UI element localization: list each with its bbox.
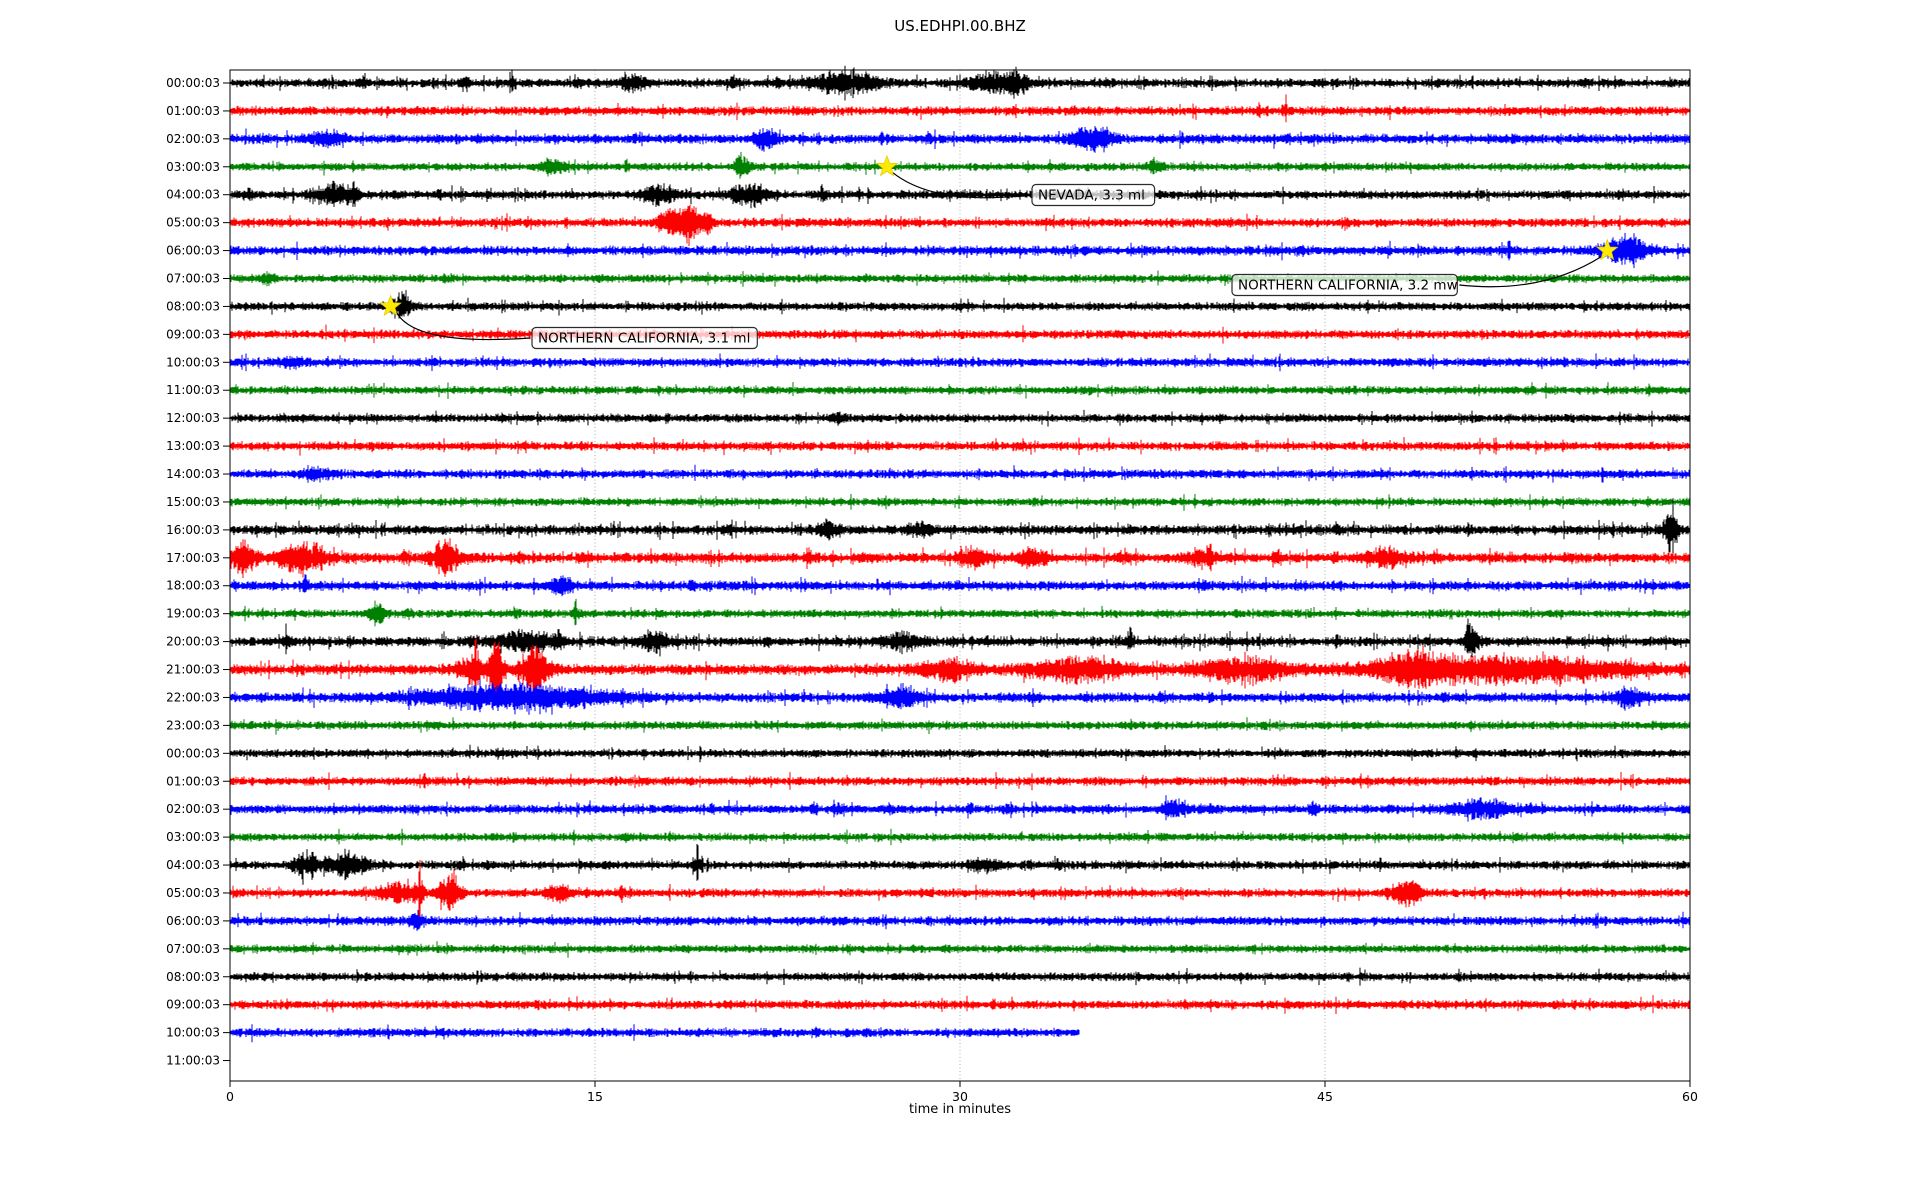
row-time-label: 11:00:03 [166,1054,220,1068]
row-time-label: 18:00:03 [166,579,220,593]
x-tick-label: 15 [587,1089,603,1104]
row-time-label: 09:00:03 [166,998,220,1012]
row-time-label: 10:00:03 [166,355,220,369]
row-time-label: 07:00:03 [166,272,220,286]
event-star-icon [1595,238,1619,261]
row-time-label: 05:00:03 [166,216,220,230]
annotation-callout-line [396,312,531,341]
x-tick-label: 60 [1682,1089,1698,1104]
seismic-trace [229,437,1691,456]
trace-rows [229,65,1691,1043]
row-time-label: 20:00:03 [166,635,220,649]
row-time-label: 22:00:03 [166,690,220,704]
row-time-label: 12:00:03 [166,411,220,425]
row-time-label: 00:00:03 [166,76,220,90]
row-time-label: 00:00:03 [166,746,220,760]
seismic-trace [229,1024,1080,1043]
annotation-label: NEVADA, 3.3 ml [1038,188,1145,204]
row-time-label: 03:00:03 [166,160,220,174]
event-annotations: NEVADA, 3.3 ml NORTHERN CALIFORNIA, 3.2 m… [379,154,1619,350]
axes: 0 15 30 45 60 00:00:03 01:00:03 02:00:03 03:00:0… [166,69,1698,1104]
annotation-box [1231,273,1458,297]
row-time-label: 03:00:03 [166,830,220,844]
row-time-label: 07:00:03 [166,942,220,956]
seismic-trace [229,941,1691,958]
row-time-label: 04:00:03 [166,858,220,872]
seismic-trace [229,180,1691,209]
seismic-trace [229,353,1691,372]
row-time-label: 01:00:03 [166,104,220,118]
row-time-label: 08:00:03 [166,970,220,984]
row-time-label: 04:00:03 [166,188,220,202]
row-time-label: 14:00:03 [166,467,220,481]
row-time-label: 09:00:03 [166,327,220,341]
row-time-label: 11:00:03 [166,383,220,397]
seismic-trace [229,538,1691,578]
row-time-label: 01:00:03 [166,774,220,788]
row-time-label: 21:00:03 [166,663,220,677]
annotation-box [1031,183,1156,207]
row-time-label: 02:00:03 [166,802,220,816]
seismic-trace [229,795,1691,822]
x-tick-label: 30 [952,1089,968,1104]
annotation-label: NORTHERN CALIFORNIA, 3.1 ml [538,331,750,347]
annotation-callout-line [1459,256,1602,288]
row-time-label: 06:00:03 [166,914,220,928]
x-axis-label: time in minutes [909,1102,1011,1117]
annotation-box [531,326,758,350]
seismic-trace [229,324,1691,344]
row-time-label: 19:00:03 [166,607,220,621]
row-time-label: 08:00:03 [166,299,220,313]
row-time-label: 15:00:03 [166,495,220,509]
seismic-trace [229,679,1691,715]
seismic-trace [229,151,1691,179]
row-time-label: 05:00:03 [166,886,220,900]
row-time-label: 06:00:03 [166,244,220,258]
plot-title: US.EDHPI.00.BHZ [894,17,1026,35]
event-star-icon [379,294,402,316]
annotation-callout-line [892,172,1031,199]
annotation-label: NORTHERN CALIFORNIA, 3.2 mw [1238,278,1458,294]
gridlines [594,70,1326,1081]
row-time-label: 23:00:03 [166,718,220,732]
event-star-icon [875,154,899,177]
row-time-label: 16:00:03 [166,523,220,537]
x-tick-label: 45 [1317,1089,1333,1104]
row-time-label: 17:00:03 [166,551,220,565]
x-tick-label: 0 [226,1089,234,1104]
row-time-label: 13:00:03 [166,439,220,453]
row-time-label: 02:00:03 [166,132,220,146]
row-time-label: 10:00:03 [166,1026,220,1040]
seismic-trace [229,828,1691,846]
